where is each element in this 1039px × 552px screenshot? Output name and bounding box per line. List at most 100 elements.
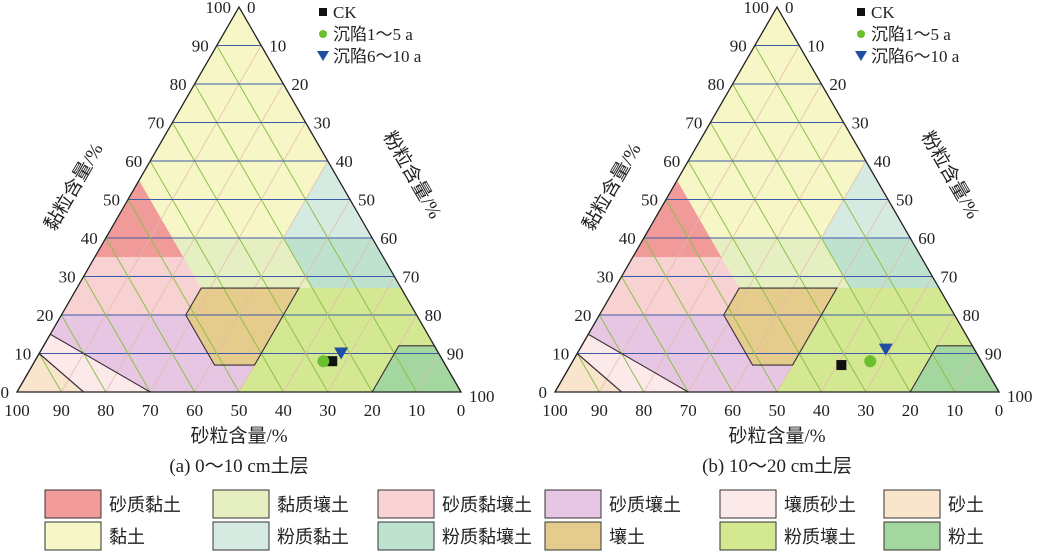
region-silt xyxy=(372,345,461,392)
grid-sand-line xyxy=(754,45,956,393)
silt-tick-label: 80 xyxy=(963,306,980,325)
sand-tick-label: 0 xyxy=(457,401,466,420)
silt-tick-label: 0 xyxy=(785,0,794,17)
data-point-ck xyxy=(327,356,338,367)
clay-tick-label: 80 xyxy=(708,75,725,94)
legend-circle-icon xyxy=(857,30,865,38)
legend-label: 沉陷6～10 a xyxy=(333,47,422,66)
silt-tick-label: 30 xyxy=(852,114,869,133)
sand-tick-label: 80 xyxy=(97,401,114,420)
legend-swatch-sand xyxy=(883,489,941,519)
sand-tick-label: 100 xyxy=(542,401,568,420)
silt-tick-label: 20 xyxy=(829,75,846,94)
region-loamy-sand xyxy=(39,334,151,392)
clay-tick-label: 20 xyxy=(36,306,53,325)
region-clay-loam xyxy=(710,238,851,289)
grid-silt-line xyxy=(416,353,440,393)
sand-tick-label: 60 xyxy=(724,401,741,420)
legend-circle-icon xyxy=(319,30,327,38)
clay-tick-label: 50 xyxy=(103,191,120,210)
panel-legend: CK 沉陷1～5 a 沉陷6～10 a xyxy=(317,3,422,66)
grid-sand-line xyxy=(105,237,196,393)
sand-tick-label: 50 xyxy=(769,401,786,420)
grid-sand-line xyxy=(709,122,867,393)
sand-tick-label: 0 xyxy=(995,401,1004,420)
sand-tick-label: 60 xyxy=(186,401,203,420)
legend-class-label: 粉质壤土 xyxy=(784,527,856,547)
silt-tick-label: 40 xyxy=(336,152,353,171)
legend-swatch-sandy-clay xyxy=(44,489,102,519)
panel-caption: (b) 10～20 cm土层 xyxy=(702,455,852,477)
silt-axis-title: 粉粒含量/% xyxy=(916,127,984,222)
grid-silt-line xyxy=(599,45,800,393)
legend-class-label: 黏质壤土 xyxy=(277,495,349,515)
region-sandy-clay-loam xyxy=(599,257,740,315)
silt-axis-title: 粉粒含量/% xyxy=(378,127,446,222)
clay-axis-title: 黏粒含量/% xyxy=(40,139,108,234)
region-loam xyxy=(723,288,837,366)
clay-tick-label: 70 xyxy=(147,114,164,133)
sand-tick-label: 40 xyxy=(275,401,292,420)
data-point-subsidence-6-10a xyxy=(878,343,893,356)
data-point-ck xyxy=(836,360,847,371)
boundary-loam xyxy=(185,287,300,366)
silt-tick-label: 90 xyxy=(447,345,464,364)
silt-tick-label: 50 xyxy=(358,191,375,210)
silt-tick-label: 20 xyxy=(291,75,308,94)
region-clay-loam xyxy=(172,238,313,289)
clay-axis-title: 黏粒含量/% xyxy=(578,139,646,234)
clay-tick-label: 30 xyxy=(597,268,614,287)
legend-swatch-loamy-sand xyxy=(719,489,777,519)
region-silt-loam xyxy=(239,288,435,392)
grid-sand-line xyxy=(171,122,329,393)
grid-sand-line xyxy=(643,237,734,393)
sand-tick-label: 100 xyxy=(4,401,30,420)
sand-tick-label: 90 xyxy=(591,401,608,420)
sand-tick-label: 30 xyxy=(319,401,336,420)
sand-tick-label: 50 xyxy=(231,401,248,420)
sand-tick-label: 10 xyxy=(408,401,425,420)
silt-tick-label: 10 xyxy=(807,37,824,56)
sand-tick-label: 20 xyxy=(364,401,381,420)
silt-tick-label: 50 xyxy=(896,191,913,210)
grid-silt-line xyxy=(954,353,978,393)
triangle-frame xyxy=(15,5,463,393)
legend-square-icon xyxy=(319,8,327,16)
legend-class-label: 粉质黏壤土 xyxy=(442,527,532,547)
legend-class-label: 黏土 xyxy=(109,527,145,547)
silt-tick-label: 30 xyxy=(314,114,331,133)
boundary-loam xyxy=(723,287,838,366)
silt-tick-label: 10 xyxy=(269,37,286,56)
sand-tick-label: 70 xyxy=(680,401,697,420)
grid-silt-line xyxy=(327,276,395,393)
silt-tick-label: 100 xyxy=(469,387,495,406)
panel-caption: (a) 0～10 cm土层 xyxy=(169,455,308,477)
sand-axis-title: 砂粒含量/% xyxy=(728,425,825,447)
clay-tick-label: 60 xyxy=(663,152,680,171)
legend-class-label: 粉质黏土 xyxy=(277,527,349,547)
legend-class-label: 壤土 xyxy=(609,527,645,547)
silt-tick-label: 70 xyxy=(940,268,957,287)
silt-tick-label: 40 xyxy=(874,152,891,171)
grid-sand-line xyxy=(83,276,151,393)
clay-tick-label: 90 xyxy=(192,37,209,56)
legend-swatch-silt-loam xyxy=(719,521,777,551)
legend-class-label: 砂质壤土 xyxy=(609,495,681,515)
grid-sand-line xyxy=(621,276,689,393)
silt-tick-label: 90 xyxy=(985,345,1002,364)
grid-silt-line xyxy=(865,276,933,393)
sand-tick-label: 10 xyxy=(946,401,963,420)
sand-tick-label: 20 xyxy=(902,401,919,420)
sand-tick-label: 90 xyxy=(53,401,70,420)
clay-tick-label: 70 xyxy=(685,114,702,133)
clay-tick-label: 80 xyxy=(170,75,187,94)
grid-sand-line xyxy=(216,45,418,393)
clay-tick-label: 0 xyxy=(1,383,10,402)
sand-tick-label: 80 xyxy=(635,401,652,420)
legend-swatch-silty-clay xyxy=(212,521,270,551)
panel-legend: CK 沉陷1～5 a 沉陷6～10 a xyxy=(855,3,960,66)
data-point-subsidence-1-5a xyxy=(864,355,877,368)
clay-tick-label: 40 xyxy=(81,229,98,248)
